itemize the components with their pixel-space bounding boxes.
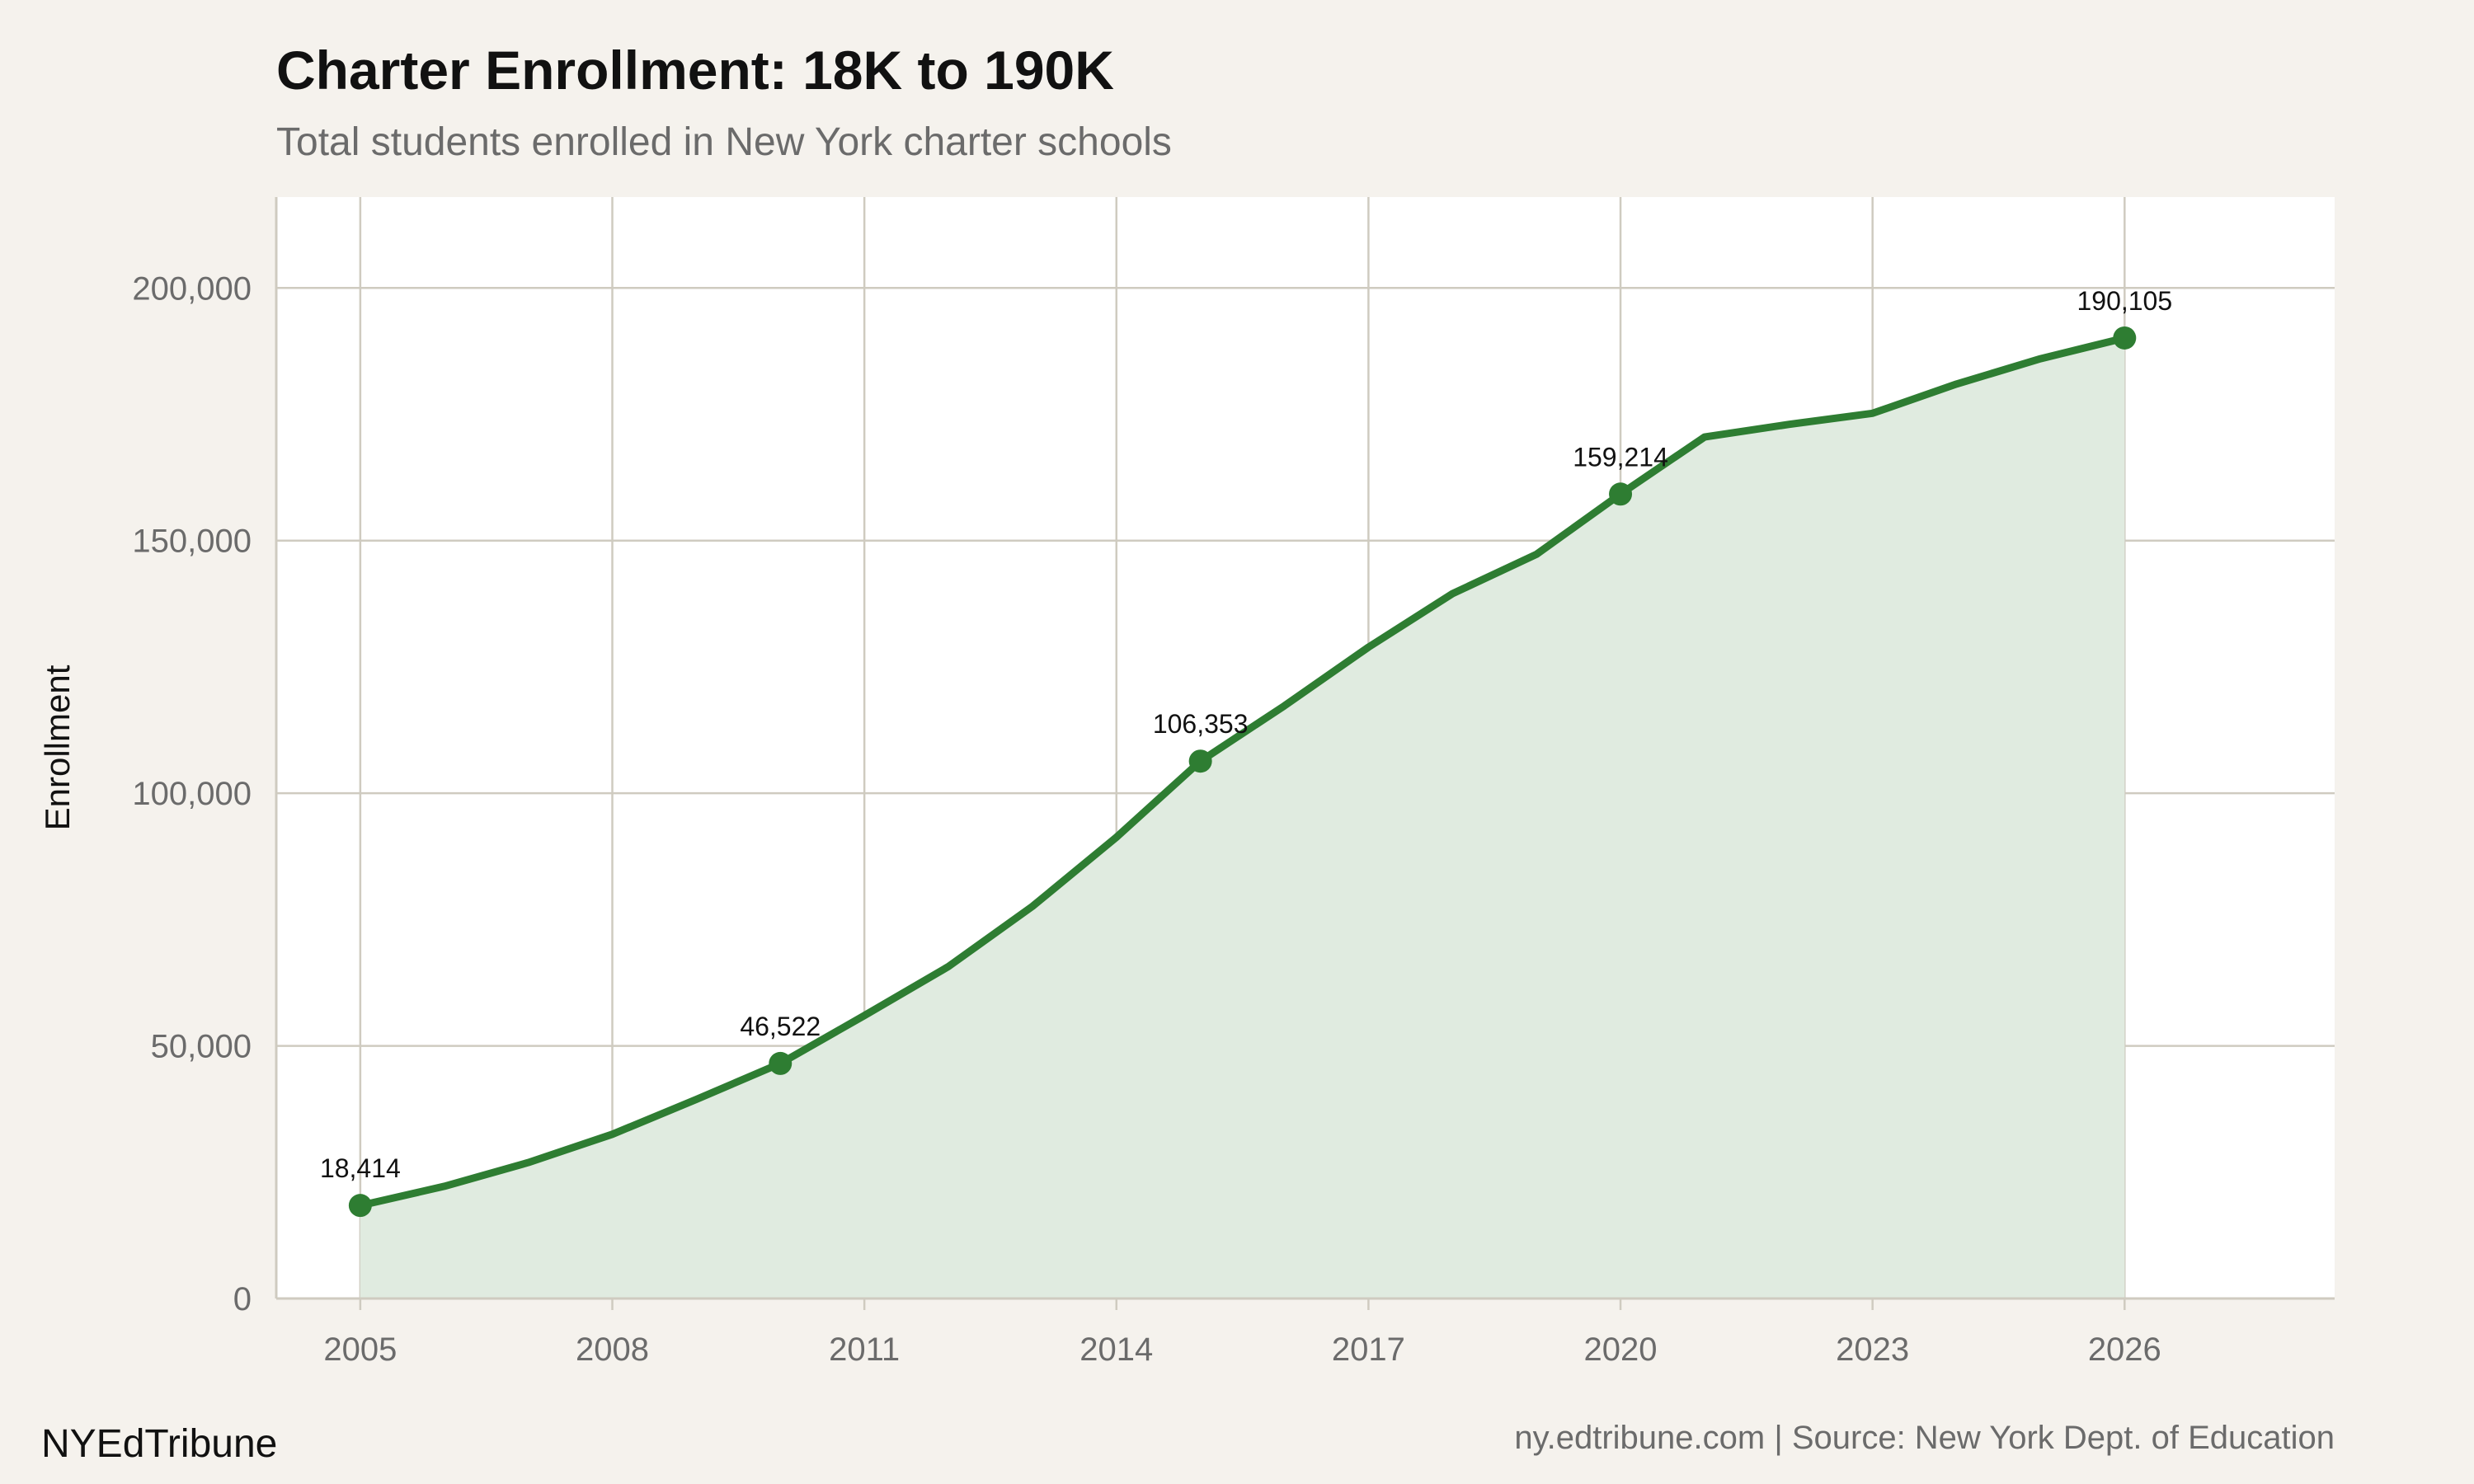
data-point — [348, 1194, 372, 1218]
x-tick-label: 2008 — [576, 1331, 649, 1368]
data-label: 106,353 — [1153, 709, 1249, 739]
chart-title: Charter Enrollment: 18K to 190K — [276, 40, 1114, 101]
x-tick-label: 2020 — [1584, 1331, 1658, 1368]
x-tick-label: 2014 — [1079, 1331, 1153, 1368]
y-tick-label: 0 — [233, 1281, 252, 1317]
area-fill — [360, 338, 2125, 1298]
y-tick-label: 100,000 — [132, 776, 252, 812]
data-label: 46,522 — [740, 1012, 821, 1041]
y-tick-label: 200,000 — [132, 270, 252, 307]
data-label: 18,414 — [320, 1153, 401, 1183]
x-tick-label: 2011 — [829, 1331, 900, 1368]
data-point — [769, 1051, 793, 1075]
chart-subtitle: Total students enrolled in New York char… — [276, 120, 1172, 164]
y-tick-label: 50,000 — [151, 1029, 252, 1065]
data-label: 190,105 — [2077, 286, 2172, 316]
axes: 0 50,000 100,000 150,000 200,000 2005 2008 2011… — [132, 197, 2335, 1368]
data-label: 159,214 — [1573, 442, 1668, 472]
x-tick-label: 2026 — [2088, 1331, 2161, 1368]
x-tick-label: 2017 — [1332, 1331, 1405, 1368]
data-point — [2113, 326, 2137, 350]
y-tick-label: 150,000 — [132, 524, 252, 560]
x-tick-label: 2023 — [1836, 1331, 1909, 1368]
x-tick-label: 2005 — [323, 1331, 397, 1368]
data-point — [1188, 749, 1212, 773]
brand-name: NYEdTribune — [41, 1422, 277, 1466]
data-points: 18,414 46,522 106,353 159,214 190,105 — [320, 286, 2172, 1218]
series-line — [359, 334, 2126, 1209]
y-axis-label: Enrollment — [38, 665, 77, 830]
data-point — [1609, 482, 1633, 506]
source-text: ny.edtribune.com | Source: New York Dept… — [1514, 1420, 2335, 1456]
